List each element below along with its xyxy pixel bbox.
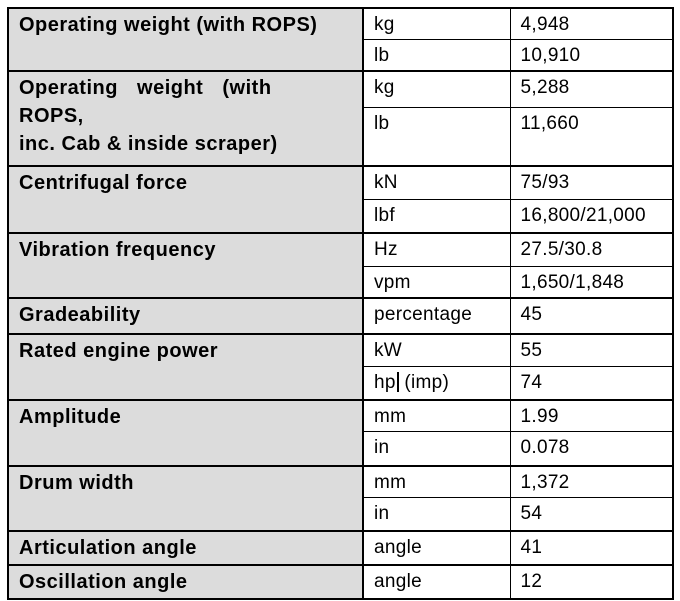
spec-table-body: Operating weight (with ROPS) kg 4,948 lb 10,… [8, 8, 673, 599]
spec-label-cell[interactable]: Operating weight (with ROPS) [8, 8, 363, 71]
spec-row: Rated engine power kW 55 [8, 332, 673, 400]
unit-cell[interactable]: kW [362, 332, 510, 367]
spec-row: lbf 16,800/21,000 [8, 198, 673, 233]
unit-text-after-cursor: (imp) [398, 372, 450, 393]
value-cell[interactable]: 1.99 [509, 398, 673, 432]
value-cell[interactable]: 54 [509, 497, 673, 531]
unit-cell[interactable]: Hz [362, 232, 510, 266]
unit-cell[interactable]: lb [362, 106, 510, 166]
spec-label: Operating weight (with ROPS, inc. Cab & i… [19, 74, 352, 158]
unit-cell[interactable]: angle [362, 529, 510, 565]
spec-label-cell[interactable]: Vibration frequency [8, 232, 363, 298]
spec-row: Gradeability percentage 45 [8, 296, 673, 334]
spec-row: lb 11,660 [8, 106, 673, 166]
spec-row: Operating weight (with ROPS, inc. Cab & i… [8, 70, 673, 166]
unit-cell[interactable]: hp (imp) [362, 366, 510, 400]
spec-label: Oscillation angle [19, 570, 188, 593]
unit-cell[interactable]: mm [362, 398, 510, 432]
spec-label: Rated engine power [19, 339, 219, 362]
spec-row: hp (imp) 74 [8, 366, 673, 400]
unit-cell[interactable]: vpm [362, 265, 510, 298]
spec-label-cell[interactable]: Centrifugal force [8, 165, 363, 233]
value-cell[interactable]: 41 [509, 529, 673, 565]
unit-cell[interactable]: kg [362, 70, 510, 107]
spec-label-line: Operating weight (with ROPS, [19, 77, 272, 127]
spec-label-cell[interactable]: Operating weight (with ROPS, inc. Cab & i… [8, 70, 363, 166]
spec-label: Vibration frequency [19, 239, 216, 261]
spec-label: Operating weight (with ROPS) [19, 14, 318, 36]
spec-row: Oscillation angle angle 12 [8, 563, 673, 599]
unit-cell[interactable]: in [362, 431, 510, 466]
value-cell[interactable]: 75/93 [509, 165, 673, 199]
spec-row: Centrifugal force kN 75/93 [8, 165, 673, 233]
spec-row: Amplitude mm 1.99 [8, 398, 673, 466]
value-cell[interactable]: 16,800/21,000 [509, 198, 673, 233]
unit-cell[interactable]: angle [362, 563, 510, 599]
value-cell[interactable]: 10,910 [509, 39, 673, 71]
value-cell[interactable]: 12 [509, 563, 673, 599]
spec-label: Gradeability [19, 303, 141, 326]
spec-row: vpm 1,650/1,848 [8, 265, 673, 298]
unit-text-before-cursor: hp [374, 372, 396, 393]
unit-cell[interactable]: lbf [362, 198, 510, 233]
text-cursor [396, 372, 399, 392]
value-cell[interactable]: 1,372 [509, 464, 673, 498]
value-cell[interactable]: 74 [509, 366, 673, 400]
unit-cell[interactable]: percentage [362, 296, 510, 334]
spec-row: in 0.078 [8, 431, 673, 466]
value-cell[interactable]: 5,288 [509, 70, 673, 107]
spec-row: Operating weight (with ROPS) kg 4,948 [8, 8, 673, 71]
spec-label: Centrifugal force [19, 172, 188, 194]
spec-row: in 54 [8, 497, 673, 531]
spec-label-cell[interactable]: Amplitude [8, 398, 363, 466]
unit-cell[interactable]: in [362, 497, 510, 531]
spec-label-cell[interactable]: Oscillation angle [8, 563, 363, 599]
value-cell[interactable]: 0.078 [509, 431, 673, 466]
spec-label-cell[interactable]: Drum width [8, 464, 363, 531]
unit-cell[interactable]: kN [362, 165, 510, 199]
value-cell[interactable]: 27.5/30.8 [509, 232, 673, 266]
spec-label: Drum width [19, 471, 134, 494]
value-cell[interactable]: 4,948 [509, 8, 673, 40]
spec-label-cell[interactable]: Rated engine power [8, 332, 363, 400]
spec-label: Articulation angle [19, 536, 197, 559]
value-cell[interactable]: 45 [509, 296, 673, 334]
unit-cell[interactable]: mm [362, 464, 510, 498]
spec-label-cell[interactable]: Articulation angle [8, 529, 363, 565]
value-cell[interactable]: 55 [509, 332, 673, 367]
unit-cell[interactable]: lb [362, 39, 510, 71]
spec-row: lb 10,910 [8, 39, 673, 71]
spec-row: Articulation angle angle 41 [8, 529, 673, 565]
value-cell[interactable]: 1,650/1,848 [509, 265, 673, 298]
unit-cell[interactable]: kg [362, 8, 510, 40]
spec-label-cell[interactable]: Gradeability [8, 296, 363, 334]
spec-label-line: inc. Cab & inside scraper) [19, 133, 278, 155]
spec-label: Amplitude [19, 405, 122, 428]
spec-row: Drum width mm 1,372 [8, 464, 673, 531]
spec-table: Operating weight (with ROPS) kg 4,948 lb 10,… [7, 7, 674, 600]
spec-row: Vibration frequency Hz 27.5/30.8 [8, 232, 673, 298]
value-cell[interactable]: 11,660 [509, 106, 673, 166]
